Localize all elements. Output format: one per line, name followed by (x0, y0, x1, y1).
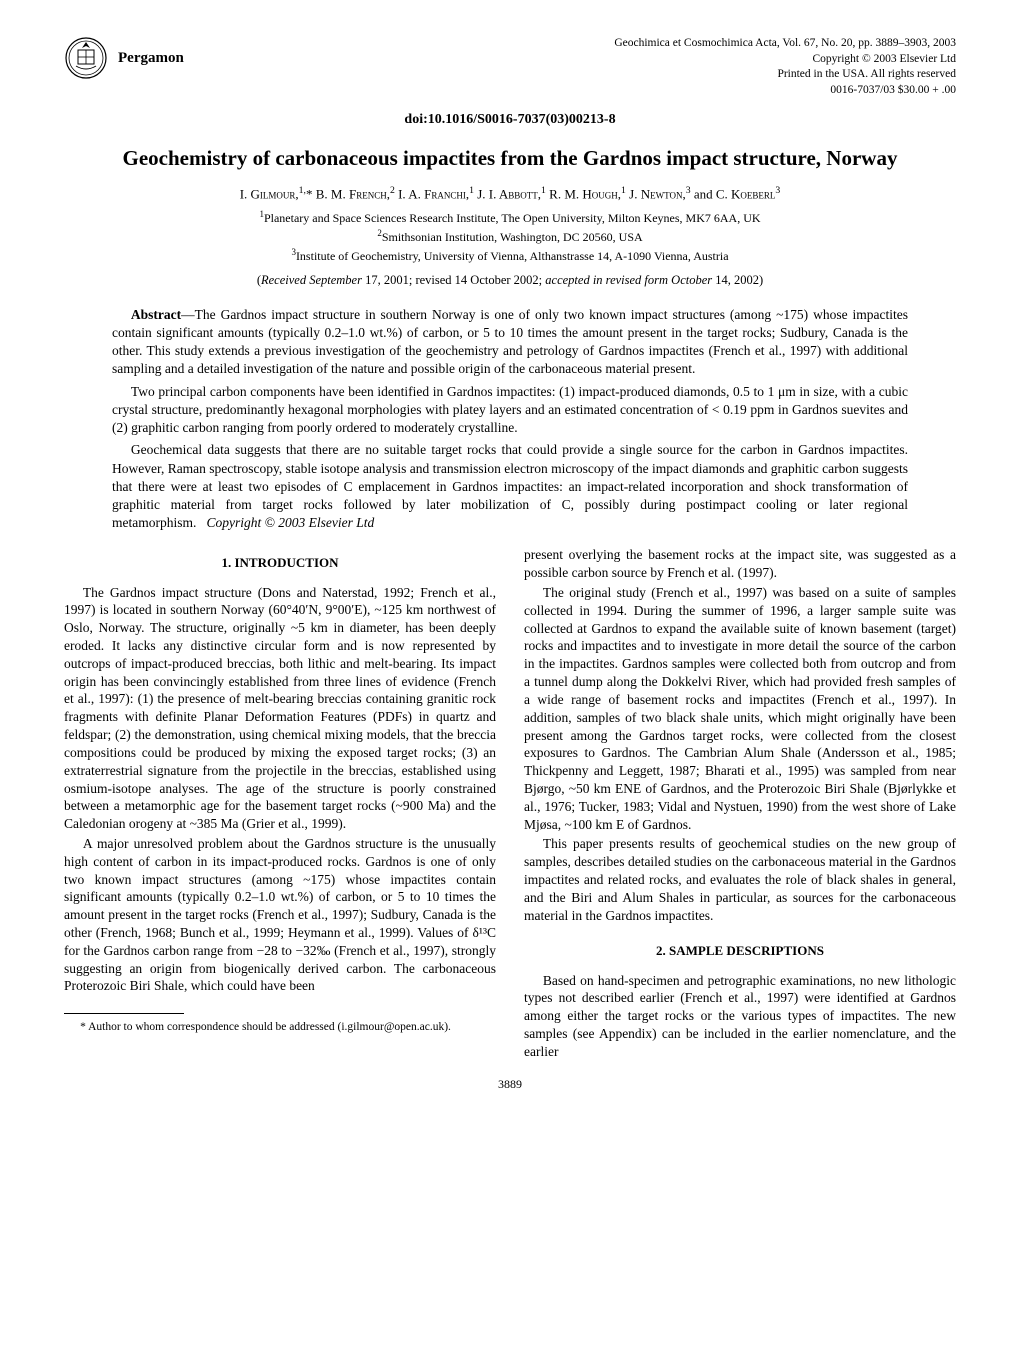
section-head-samples: 2. SAMPLE DESCRIPTIONS (524, 942, 956, 959)
page-number: 3889 (64, 1077, 956, 1092)
intro-p4: This paper presents results of geochemic… (524, 835, 956, 924)
affiliation-3: 3Institute of Geochemistry, University o… (64, 246, 956, 265)
pergamon-crest-icon (64, 36, 108, 80)
publisher-block: Pergamon (64, 36, 184, 80)
journal-citation: Geochimica et Cosmochimica Acta, Vol. 67… (614, 36, 956, 52)
abstract-p1: Abstract—The Gardnos impact structure in… (112, 306, 908, 379)
intro-p1: The Gardnos impact structure (Dons and N… (64, 584, 496, 833)
page-header: Pergamon Geochimica et Cosmochimica Acta… (64, 36, 956, 98)
publisher-name: Pergamon (118, 50, 184, 67)
author-list: I. Gilmour,1,* B. M. French,2 I. A. Fran… (64, 185, 956, 202)
abstract-block: Abstract—The Gardnos impact structure in… (112, 306, 908, 533)
abstract-p2: Two principal carbon components have bee… (112, 383, 908, 438)
journal-copyright: Copyright © 2003 Elsevier Ltd (614, 52, 956, 68)
journal-page: Pergamon Geochimica et Cosmochimica Acta… (0, 0, 1020, 1132)
affiliation-2: 2Smithsonian Institution, Washington, DC… (64, 227, 956, 246)
footnote-rule (64, 1013, 184, 1014)
journal-issn-price: 0016-7037/03 $30.00 + .00 (614, 83, 956, 99)
received-line: (Received September 17, 2001; revised 14… (64, 273, 956, 288)
doi-line: doi:10.1016/S0016-7037(03)00213-8 (64, 112, 956, 128)
corresponding-author-footnote: * Author to whom correspondence should b… (64, 1020, 496, 1035)
affiliation-1: 1Planetary and Space Sciences Research I… (64, 208, 956, 227)
body-columns: 1. INTRODUCTION The Gardnos impact struc… (64, 546, 956, 1062)
affiliations: 1Planetary and Space Sciences Research I… (64, 208, 956, 264)
abstract-p3: Geochemical data suggests that there are… (112, 441, 908, 532)
intro-p2: A major unresolved problem about the Gar… (64, 835, 496, 995)
section-head-intro: 1. INTRODUCTION (64, 554, 496, 571)
samples-p1: Based on hand-specimen and petrographic … (524, 972, 956, 1061)
right-column: present overlying the basement rocks at … (524, 546, 956, 1062)
left-column: 1. INTRODUCTION The Gardnos impact struc… (64, 546, 496, 1062)
intro-p3: The original study (French et al., 1997)… (524, 584, 956, 833)
journal-info: Geochimica et Cosmochimica Acta, Vol. 67… (614, 36, 956, 98)
intro-p2-cont: present overlying the basement rocks at … (524, 546, 956, 582)
journal-rights: Printed in the USA. All rights reserved (614, 67, 956, 83)
article-title: Geochemistry of carbonaceous impactites … (64, 146, 956, 171)
